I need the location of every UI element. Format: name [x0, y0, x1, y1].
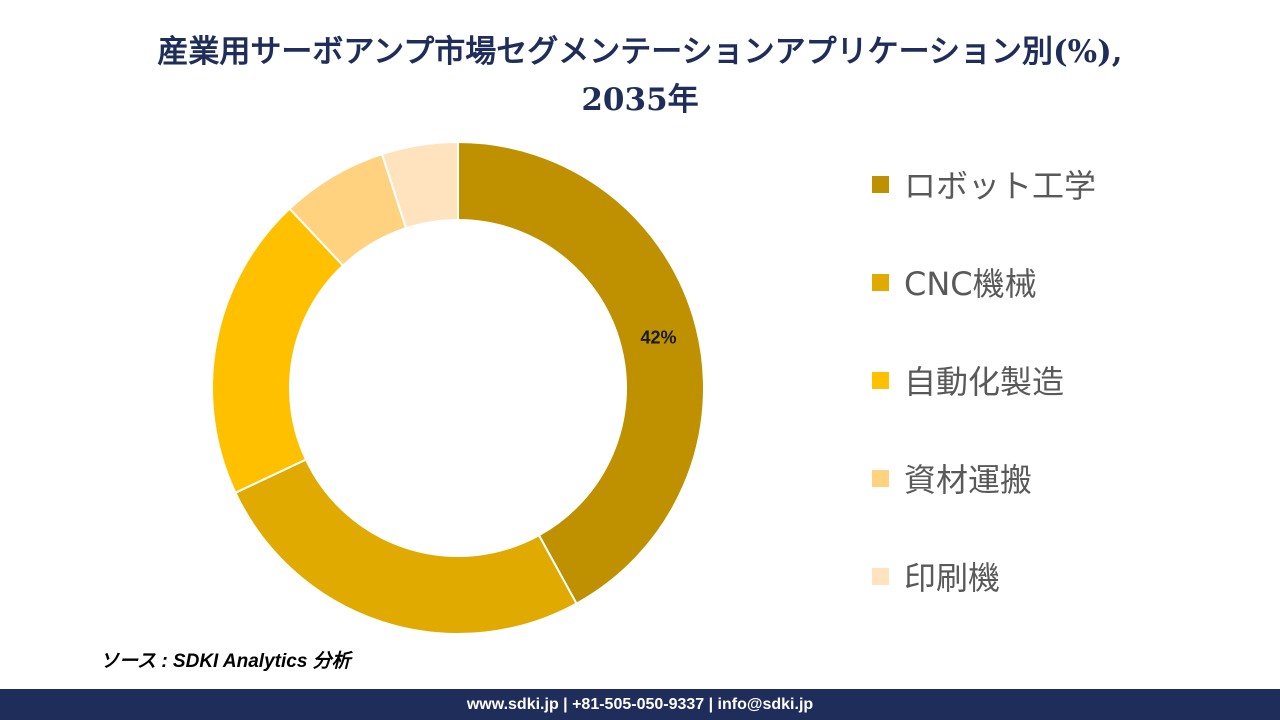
legend-item-5: 印刷機 [872, 552, 1000, 600]
legend-item-4: 資材運搬 [872, 454, 1032, 502]
legend-label: 印刷機 [904, 559, 1001, 597]
donut-slice-1 [457, 140, 705, 605]
legend-label: ロボット工学 [904, 167, 1097, 205]
chart-title: 産業用サーボアンプ市場セグメンテーションアプリケーション別(%), 2035年 [40, 28, 1240, 124]
legend-swatch [872, 567, 889, 585]
footer-contact: www.sdki.jp | +81-505-050-9337 | info@sd… [0, 689, 1280, 720]
donut-chart: 42% [211, 140, 705, 635]
legend-swatch [872, 371, 889, 389]
legend-item-3: 自動化製造 [872, 356, 1064, 404]
chart-title-line1: 産業用サーボアンプ市場セグメンテーションアプリケーション別(%), [157, 34, 1123, 70]
legend-item-2: CNC機械 [872, 258, 1037, 306]
legend-label: 自動化製造 [904, 363, 1065, 401]
donut-slice-3 [211, 207, 345, 495]
legend-swatch [872, 469, 889, 487]
legend-label: 資材運搬 [904, 461, 1033, 499]
chart-title-line2: 2035年 [581, 82, 699, 118]
donut-slice-2 [234, 458, 578, 635]
source-note: ソース : SDKI Analytics 分析 [100, 651, 351, 672]
data-label-1: 42% [640, 328, 676, 348]
legend-swatch [872, 273, 889, 291]
legend-label: CNC機械 [904, 265, 1037, 303]
legend-item-1: ロボット工学 [872, 160, 1096, 208]
donut-slice-5 [380, 140, 459, 230]
legend-swatch [872, 175, 889, 193]
